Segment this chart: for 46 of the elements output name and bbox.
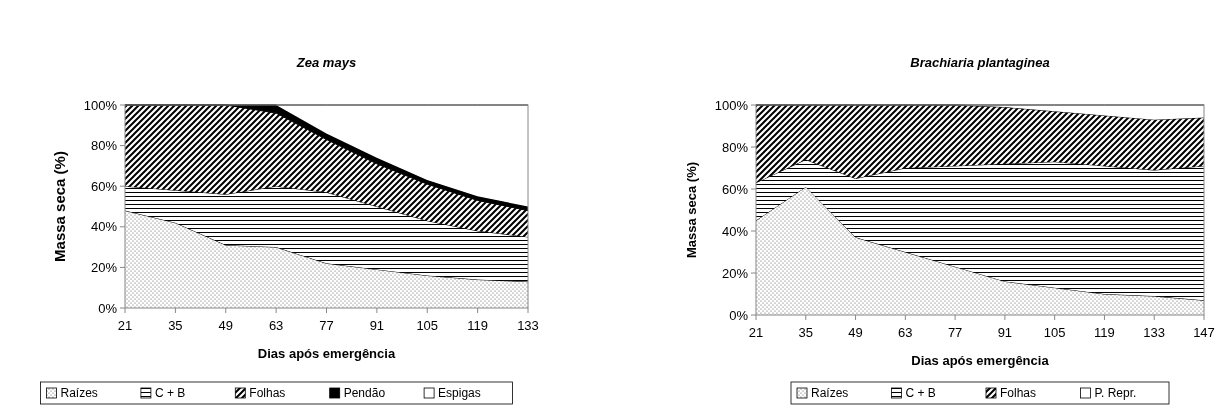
y-tick-label: 100% [83,97,118,113]
y-tick-label: 100% [714,97,749,113]
legend-label: Espigas [438,386,481,400]
x-tick-label: 63 [898,325,913,340]
x-tick-label: 77 [947,325,963,340]
y-tick-label: 40% [721,223,749,239]
x-tick-label: 91 [369,318,385,333]
x-tick-label: 35 [798,325,814,340]
x-tick-label: 63 [268,318,284,333]
x-tick-label: 133 [1143,325,1166,340]
legend-label: Raízes [811,386,849,400]
y-tick-label: 80% [90,138,118,154]
legend-label: C + B [154,386,186,400]
x-tick-label: 49 [848,325,863,340]
y-tick-label: 0% [98,300,118,316]
legend-label: Folhas [1000,386,1037,400]
y-tick-label: 20% [90,259,118,275]
x-tick-label: 133 [517,318,539,333]
legend-label: Pendão [343,386,386,400]
legend-label: P. Repr. [1094,386,1137,400]
y-tick-label: 40% [90,219,118,235]
x-tick-label: 35 [168,318,183,333]
x-tick-label: 105 [416,318,439,333]
y-axis-title: Massa seca (%) [684,161,699,259]
x-tick-label: 21 [117,318,133,333]
chart-title: Brachiaria plantaginea [910,55,1050,70]
x-axis-title: Dias após emergência [911,353,1050,368]
legend-label: Folhas [249,386,286,400]
x-tick-label: 77 [319,318,334,333]
y-tick-label: 80% [721,139,749,155]
y-tick-label: 20% [721,265,749,281]
y-tick-label: 60% [721,181,749,197]
y-tick-label: 60% [90,178,118,194]
y-axis-title: Massa seca (%) [51,151,68,262]
x-tick-label: 91 [997,325,1013,340]
x-tick-label: 147 [1193,325,1215,340]
x-tick-label: 21 [748,325,764,340]
x-tick-label: 119 [1094,325,1115,340]
chart-title: Zea mays [295,55,357,70]
y-tick-label: 0% [729,307,749,323]
x-tick-label: 119 [467,318,488,333]
x-tick-label: 105 [1043,325,1066,340]
x-tick-label: 49 [218,318,233,333]
legend-label: C + B [905,386,936,400]
legend-label: Raízes [60,386,98,400]
x-axis-title: Dias após emergência [257,346,396,361]
